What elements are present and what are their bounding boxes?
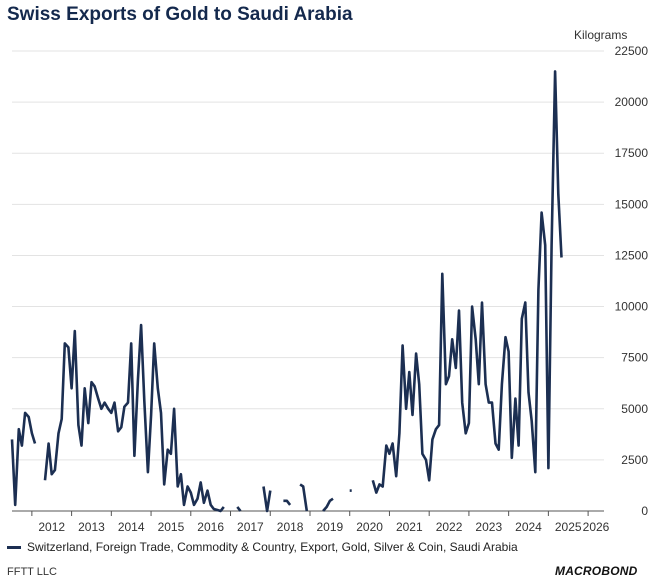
y-tick-label: 5000 (621, 402, 648, 416)
series-line-segment (236, 506, 242, 512)
legend-swatch (7, 546, 21, 550)
axes (12, 510, 604, 516)
chart-title: Swiss Exports of Gold to Saudi Arabia (7, 4, 353, 25)
x-tick-label: 2018 (277, 520, 304, 534)
y-tick-label: 10000 (615, 300, 649, 314)
series-line-segment (10, 411, 37, 507)
x-tick-label: 2014 (118, 520, 145, 534)
series-line-segment (371, 70, 563, 494)
x-tick-label: 2017 (237, 520, 264, 534)
y-tick-label: 0 (641, 504, 648, 518)
y-tick-labels: 0 2500 5000 7500 10000 12500 15000 17500 20000 22… (615, 44, 649, 518)
y-tick-label: 22500 (615, 44, 649, 58)
series-line-segment (262, 486, 272, 513)
y-tick-label: 20000 (615, 95, 649, 109)
x-tick-label: 2026 (583, 520, 610, 534)
x-tick-label: 2024 (515, 520, 542, 534)
series-line-segment (322, 497, 334, 512)
x-tick-label: 2023 (475, 520, 502, 534)
legend: Switzerland, Foreign Trade, Commodity & … (7, 540, 518, 554)
series-layer (10, 70, 563, 513)
x-tick-label: 2022 (436, 520, 463, 534)
x-tick-labels: 2012 2013 2014 2015 2016 2017 2018 2019 2020 2021… (38, 520, 609, 534)
x-tick-label: 2021 (396, 520, 423, 534)
x-tick-label: 2015 (158, 520, 185, 534)
legend-label: Switzerland, Foreign Trade, Commodity & … (27, 540, 518, 554)
series-line-segment (43, 323, 225, 513)
y-tick-label: 7500 (621, 351, 648, 365)
x-tick-label: 2013 (78, 520, 105, 534)
x-tick-label: 2019 (317, 520, 344, 534)
y-tick-label: 17500 (615, 146, 649, 160)
y-tick-label: 15000 (615, 197, 649, 211)
x-tick-label: 2012 (38, 520, 65, 534)
y-tick-label: 12500 (615, 248, 649, 262)
series-line-segment (299, 483, 309, 512)
x-tick-label: 2020 (356, 520, 383, 534)
y-axis-units-label: Kilograms (574, 28, 628, 42)
brand-logo: MACROBOND (555, 564, 638, 578)
y-tick-label: 2500 (621, 453, 648, 467)
source-label: FFTT LLC (7, 566, 57, 578)
x-tick-label: 2025 (555, 520, 582, 534)
gridlines (12, 50, 604, 461)
series-line-segment (283, 499, 292, 506)
x-tick-label: 2016 (197, 520, 224, 534)
